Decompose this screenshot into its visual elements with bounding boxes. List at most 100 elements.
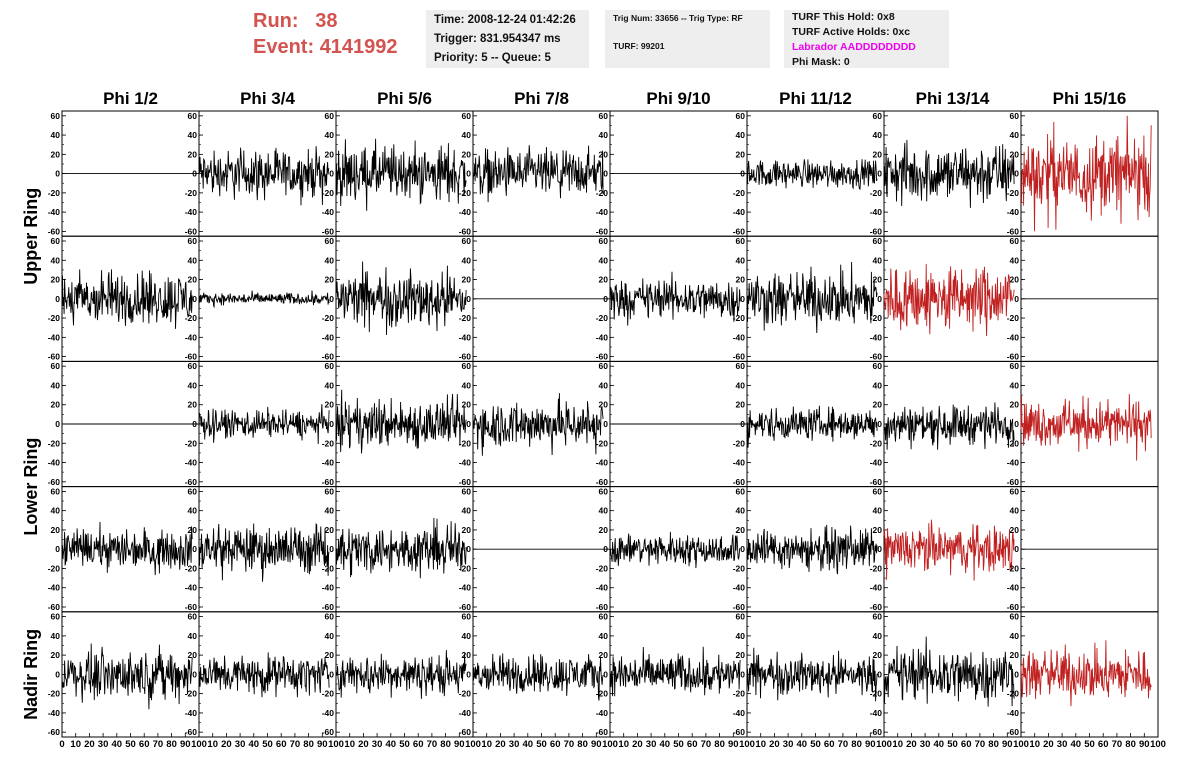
y-tick-label: -40 xyxy=(322,583,335,593)
y-tick-label: -60 xyxy=(459,727,472,737)
waveform-trace xyxy=(746,261,878,334)
turf-active-line: TURF Active Holds: 0xc xyxy=(792,26,911,38)
column-title: Phi 11/12 xyxy=(779,89,852,108)
x-tick-label: 20 xyxy=(358,739,369,750)
y-tick-label: 20 xyxy=(188,275,198,285)
x-tick-label: 10 xyxy=(755,739,766,750)
y-tick-label: -60 xyxy=(1007,226,1020,236)
y-tick-label: 0 xyxy=(55,169,60,179)
y-tick-label: 60 xyxy=(188,236,198,246)
x-tick-label: 20 xyxy=(495,739,506,750)
y-tick-label: 40 xyxy=(188,255,198,265)
y-tick-label: -40 xyxy=(1007,583,1020,593)
y-tick-label: 60 xyxy=(599,361,609,371)
y-tick-label: -40 xyxy=(459,708,472,718)
x-tick-label: 10 xyxy=(207,739,218,750)
y-tick-label: 20 xyxy=(1010,275,1020,285)
y-tick-label: 60 xyxy=(188,612,198,622)
y-tick-label: -60 xyxy=(1007,727,1020,737)
y-tick-label: -20 xyxy=(1007,563,1020,573)
y-tick-label: -60 xyxy=(322,226,335,236)
x-tick-label: 50 xyxy=(947,739,958,750)
x-tick-label: 40 xyxy=(1071,739,1082,750)
y-tick-label: -60 xyxy=(459,226,472,236)
y-tick-label: 20 xyxy=(599,400,609,410)
y-tick-label: -60 xyxy=(733,477,746,487)
y-tick-label: 20 xyxy=(325,275,335,285)
y-tick-label: -60 xyxy=(733,352,746,362)
y-tick-label: -40 xyxy=(322,207,335,217)
y-tick-label: 20 xyxy=(325,650,335,660)
x-tick-label: 70 xyxy=(1112,739,1123,750)
x-tick-label: 90 xyxy=(317,739,328,750)
x-tick-label: 50 xyxy=(536,739,547,750)
y-tick-label: -60 xyxy=(870,602,883,612)
waveform-trace xyxy=(61,643,193,710)
turf-hold-line: TURF This Hold: 0x8 xyxy=(792,11,895,23)
y-tick-label: -20 xyxy=(185,188,198,198)
x-tick-label: 0 xyxy=(59,739,64,750)
y-tick-label: 20 xyxy=(599,149,609,159)
y-tick-label: -40 xyxy=(870,708,883,718)
x-tick-label: 40 xyxy=(797,739,808,750)
y-tick-label: -40 xyxy=(596,458,609,468)
y-tick-label: -40 xyxy=(733,332,746,342)
y-tick-label: -40 xyxy=(1007,332,1020,342)
y-tick-label: 40 xyxy=(1010,255,1020,265)
ring-label: Upper Ring xyxy=(21,188,41,285)
y-tick-label: 20 xyxy=(736,525,746,535)
y-tick-label: 60 xyxy=(599,612,609,622)
trigger-line: Trigger: 831.954347 ms xyxy=(434,33,561,45)
y-tick-label: -20 xyxy=(596,689,609,699)
x-tick-label: 70 xyxy=(838,739,849,750)
y-tick-label: 0 xyxy=(192,544,197,554)
y-tick-label: 40 xyxy=(1010,380,1020,390)
y-tick-label: -20 xyxy=(459,313,472,323)
y-tick-label: -40 xyxy=(733,458,746,468)
waveform-trace xyxy=(746,647,878,702)
y-tick-label: 0 xyxy=(329,419,334,429)
y-tick-label: 60 xyxy=(51,111,61,121)
x-tick-label: 20 xyxy=(769,739,780,750)
y-tick-label: 20 xyxy=(1010,650,1020,660)
y-tick-label: 20 xyxy=(736,650,746,660)
y-tick-label: -60 xyxy=(185,226,198,236)
y-tick-label: -40 xyxy=(1007,458,1020,468)
y-tick-label: -20 xyxy=(185,563,198,573)
x-tick-label: 80 xyxy=(1125,739,1136,750)
y-tick-label: 60 xyxy=(736,361,746,371)
y-tick-label: -40 xyxy=(48,207,61,217)
y-tick-label: 20 xyxy=(1010,525,1020,535)
y-tick-label: 0 xyxy=(1014,294,1019,304)
y-tick-label: -40 xyxy=(185,708,198,718)
y-tick-label: 60 xyxy=(599,111,609,121)
y-tick-label: -40 xyxy=(870,583,883,593)
y-tick-label: -60 xyxy=(185,727,198,737)
y-tick-label: -40 xyxy=(459,583,472,593)
y-tick-label: -60 xyxy=(48,477,61,487)
phi-mask-line: Phi Mask: 0 xyxy=(792,56,850,68)
x-tick-label: 20 xyxy=(632,739,643,750)
y-tick-label: 40 xyxy=(873,506,883,516)
x-tick-label: 90 xyxy=(1002,739,1013,750)
event-value: 4141992 xyxy=(319,36,398,58)
waveform-trace xyxy=(198,652,330,698)
x-tick-label: 60 xyxy=(961,739,972,750)
y-tick-label: 20 xyxy=(51,650,61,660)
y-tick-label: 20 xyxy=(51,275,61,285)
y-tick-label: -20 xyxy=(48,563,61,573)
x-tick-label: 30 xyxy=(646,739,657,750)
y-tick-label: 60 xyxy=(736,236,746,246)
y-tick-label: 40 xyxy=(188,631,198,641)
y-tick-label: -40 xyxy=(48,458,61,468)
y-tick-label: -20 xyxy=(48,313,61,323)
x-tick-label: 30 xyxy=(98,739,109,750)
y-tick-label: -40 xyxy=(185,458,198,468)
x-tick-label: 70 xyxy=(153,739,164,750)
y-tick-label: 20 xyxy=(873,400,883,410)
x-tick-label: 30 xyxy=(1057,739,1068,750)
y-tick-label: 40 xyxy=(188,130,198,140)
waveform-trace xyxy=(746,524,878,575)
y-tick-label: -60 xyxy=(1007,352,1020,362)
x-tick-label: 30 xyxy=(509,739,520,750)
